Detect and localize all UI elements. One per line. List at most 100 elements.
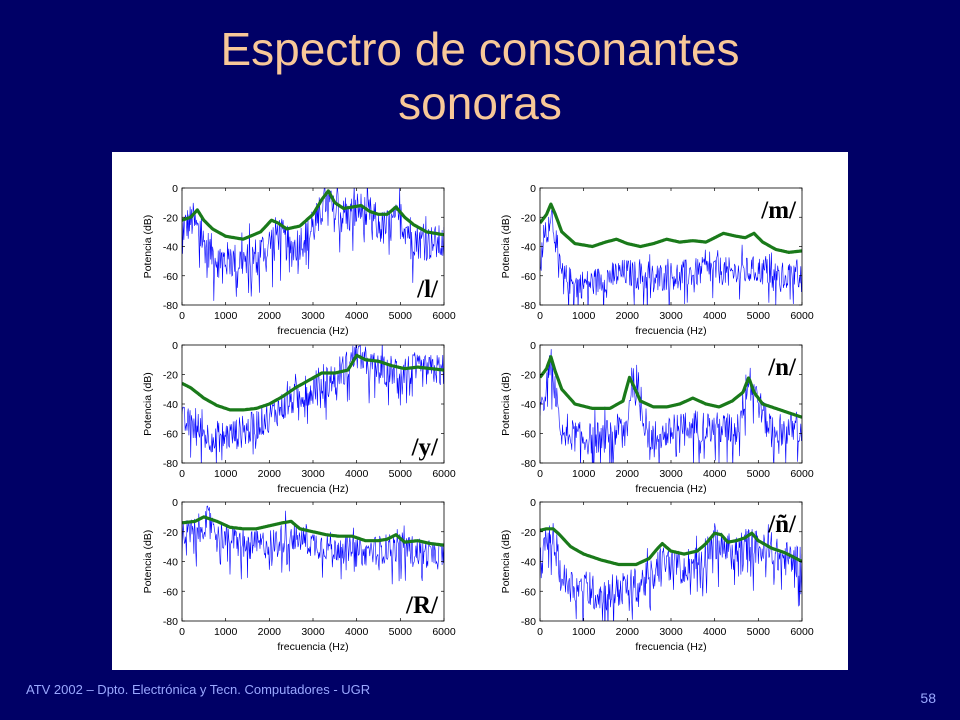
x-tick-label: 3000 — [301, 626, 325, 638]
x-tick-label: 6000 — [790, 626, 814, 638]
envelope-line — [182, 515, 444, 547]
y-tick-label: -40 — [163, 399, 178, 411]
y-tick-label: -80 — [521, 300, 536, 312]
phoneme-label: /m/ — [760, 197, 797, 224]
y-tick-label: -80 — [163, 300, 178, 312]
y-tick-label: 0 — [172, 497, 178, 509]
y-tick-label: -60 — [163, 271, 178, 283]
y-tick-label: -20 — [163, 527, 178, 539]
spectrum-line — [540, 208, 802, 305]
x-tick-label: 0 — [179, 626, 185, 638]
y-tick-label: -80 — [163, 458, 178, 470]
y-axis-label: Potencia (dB) — [500, 215, 512, 279]
y-axis-label: Potencia (dB) — [142, 372, 154, 436]
x-tick-label: 4000 — [345, 310, 369, 322]
x-axis-label: frecuencia (Hz) — [635, 483, 706, 495]
plot-area — [182, 188, 444, 301]
x-tick-label: 0 — [537, 310, 543, 322]
x-tick-label: 3000 — [301, 468, 325, 480]
x-tick-label: 6000 — [432, 626, 456, 638]
x-tick-label: 5000 — [747, 626, 771, 638]
spectrum-plot-3: 0 1000 2000 3000 4000 5000 6000 0 -20 -40 -60 -80 fr… — [142, 340, 456, 495]
spectrum-line — [540, 523, 802, 621]
x-axis-label: frecuencia (Hz) — [635, 325, 706, 337]
title-line-1: Espectro de consonantes — [220, 23, 740, 75]
y-tick-label: -60 — [521, 586, 536, 598]
x-tick-label: 4000 — [345, 626, 369, 638]
spectra-figure: 0 1000 2000 3000 4000 5000 6000 0 -20 -40 -60 -80 fr… — [142, 183, 814, 653]
slide-title: Espectro de consonantes sonoras — [0, 22, 960, 130]
phoneme-label: /n/ — [767, 354, 797, 381]
spectrum-line — [182, 188, 444, 301]
x-tick-label: 6000 — [432, 310, 456, 322]
x-tick-label: 0 — [537, 626, 543, 638]
phoneme-label: /R/ — [405, 592, 439, 619]
plot-area — [540, 202, 802, 305]
x-tick-label: 4000 — [703, 310, 727, 322]
x-axis-label: frecuencia (Hz) — [635, 641, 706, 653]
x-tick-label: 1000 — [572, 626, 596, 638]
x-tick-label: 2000 — [616, 626, 640, 638]
y-tick-label: -60 — [163, 586, 178, 598]
y-tick-label: -80 — [521, 458, 536, 470]
x-tick-label: 3000 — [659, 310, 683, 322]
spectrum-plot-5: 0 1000 2000 3000 4000 5000 6000 0 -20 -40 -60 -80 fr… — [142, 497, 456, 653]
plot-area — [182, 505, 444, 585]
x-tick-label: 1000 — [214, 626, 238, 638]
x-tick-label: 4000 — [703, 468, 727, 480]
x-tick-label: 5000 — [389, 310, 413, 322]
x-tick-label: 5000 — [389, 468, 413, 480]
spectrum-line — [540, 349, 802, 463]
x-tick-label: 2000 — [616, 310, 640, 322]
x-tick-label: 1000 — [214, 468, 238, 480]
axes-background — [540, 502, 802, 621]
x-tick-label: 5000 — [747, 310, 771, 322]
plot-area — [182, 345, 444, 463]
envelope-line — [182, 353, 444, 412]
spectrum-plot-4: 0 1000 2000 3000 4000 5000 6000 0 -20 -40 -60 -80 fr… — [500, 340, 814, 495]
y-axis-label: Potencia (dB) — [142, 530, 154, 594]
x-tick-label: 3000 — [659, 626, 683, 638]
figure-panel: 0 1000 2000 3000 4000 5000 6000 0 -20 -40 -60 -80 fr… — [112, 152, 848, 670]
footer-text: ATV 2002 – Dpto. Electrónica y Tecn. Com… — [26, 682, 371, 697]
x-tick-label: 0 — [537, 468, 543, 480]
x-axis-label: frecuencia (Hz) — [277, 483, 348, 495]
x-tick-label: 1000 — [214, 310, 238, 322]
y-tick-label: 0 — [530, 497, 536, 509]
x-axis-label: frecuencia (Hz) — [277, 325, 348, 337]
x-tick-label: 0 — [179, 310, 185, 322]
title-line-2: sonoras — [398, 77, 562, 129]
axes-background — [182, 502, 444, 621]
plot-area — [540, 523, 802, 621]
y-tick-label: -20 — [521, 527, 536, 539]
y-tick-label: -60 — [521, 271, 536, 283]
envelope-line — [540, 527, 802, 567]
x-axis-label: frecuencia (Hz) — [277, 641, 348, 653]
spectrum-line — [182, 345, 444, 463]
spectrum-plot-2: 0 1000 2000 3000 4000 5000 6000 0 -20 -40 -60 -80 fr… — [500, 183, 814, 337]
y-tick-label: -20 — [521, 212, 536, 224]
spectrum-plot-6: 0 1000 2000 3000 4000 5000 6000 0 -20 -40 -60 -80 fr… — [500, 497, 814, 653]
y-tick-label: -40 — [521, 399, 536, 411]
x-tick-label: 0 — [179, 468, 185, 480]
spectrum-plot-1: 0 1000 2000 3000 4000 5000 6000 0 -20 -40 -60 -80 fr… — [142, 183, 456, 337]
phoneme-label: /y/ — [411, 434, 439, 461]
x-tick-label: 4000 — [345, 468, 369, 480]
x-tick-label: 2000 — [258, 468, 282, 480]
x-tick-label: 5000 — [389, 626, 413, 638]
plot-area — [540, 349, 802, 463]
x-tick-label: 1000 — [572, 468, 596, 480]
y-tick-label: -60 — [163, 429, 178, 441]
y-tick-label: -40 — [521, 557, 536, 569]
y-tick-label: 0 — [172, 340, 178, 352]
y-axis-label: Potencia (dB) — [142, 215, 154, 279]
y-tick-label: -80 — [163, 616, 178, 628]
y-tick-label: -40 — [163, 242, 178, 254]
phoneme-label: /l/ — [416, 276, 439, 303]
y-tick-label: 0 — [172, 183, 178, 195]
y-tick-label: -40 — [521, 242, 536, 254]
phoneme-label: /ñ/ — [767, 511, 797, 538]
x-tick-label: 4000 — [703, 626, 727, 638]
x-tick-label: 3000 — [659, 468, 683, 480]
y-tick-label: -20 — [163, 370, 178, 382]
